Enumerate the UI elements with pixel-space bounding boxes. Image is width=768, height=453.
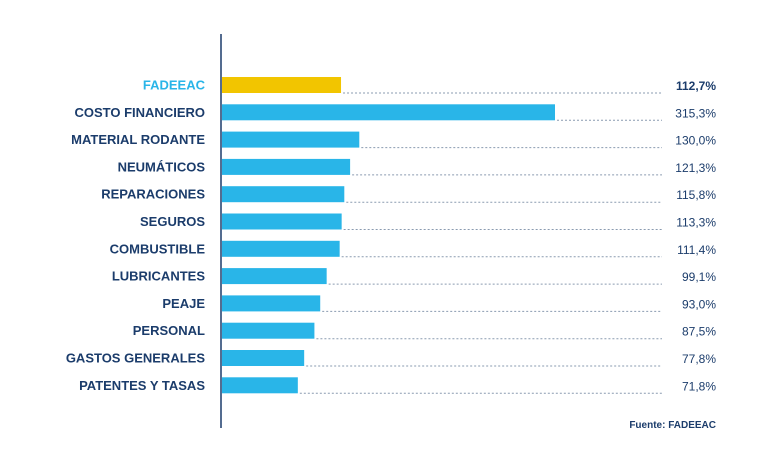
bar [222, 268, 327, 285]
bar [222, 377, 298, 394]
bar [222, 104, 555, 121]
bar [222, 158, 351, 175]
category-label: NEUMÁTICOS [118, 159, 206, 174]
value-label: 115,8% [676, 188, 716, 202]
value-label: 87,5% [682, 325, 716, 339]
value-label: 130,0% [675, 134, 716, 148]
value-label: 315,3% [675, 106, 716, 120]
bar [222, 240, 340, 257]
category-label: SEGUROS [140, 214, 205, 229]
category-label: PEAJE [162, 296, 205, 311]
category-label: GASTOS GENERALES [66, 351, 206, 366]
bar [222, 131, 360, 148]
highlight-bar [222, 77, 342, 93]
value-label: 71,8% [682, 379, 716, 393]
category-label: PERSONAL [133, 323, 205, 338]
category-label: COSTO FINANCIERO [75, 105, 206, 120]
bar [222, 295, 321, 312]
value-label: 111,4% [677, 243, 716, 257]
category-label: MATERIAL RODANTE [71, 132, 205, 147]
value-label: 112,7% [676, 79, 716, 93]
bars-layer: FADEEAC 112,7% COSTO FINANCIERO 315,3% MATER… [66, 77, 716, 394]
bar [222, 186, 345, 203]
value-label: 99,1% [682, 270, 716, 284]
category-label: PATENTES Y TASAS [79, 378, 205, 393]
value-label: 121,3% [675, 161, 716, 175]
value-label: 113,3% [676, 216, 716, 230]
source-note: Fuente: FADEEAC [629, 420, 716, 431]
value-label: 77,8% [682, 352, 716, 366]
category-label: COMBUSTIBLE [110, 241, 206, 256]
bar [222, 322, 315, 339]
category-label: REPARACIONES [101, 187, 205, 202]
category-label: LUBRICANTES [112, 269, 205, 284]
value-label: 93,0% [682, 297, 716, 311]
category-label: FADEEAC [143, 78, 206, 93]
bar [222, 350, 305, 366]
bar [222, 213, 342, 230]
